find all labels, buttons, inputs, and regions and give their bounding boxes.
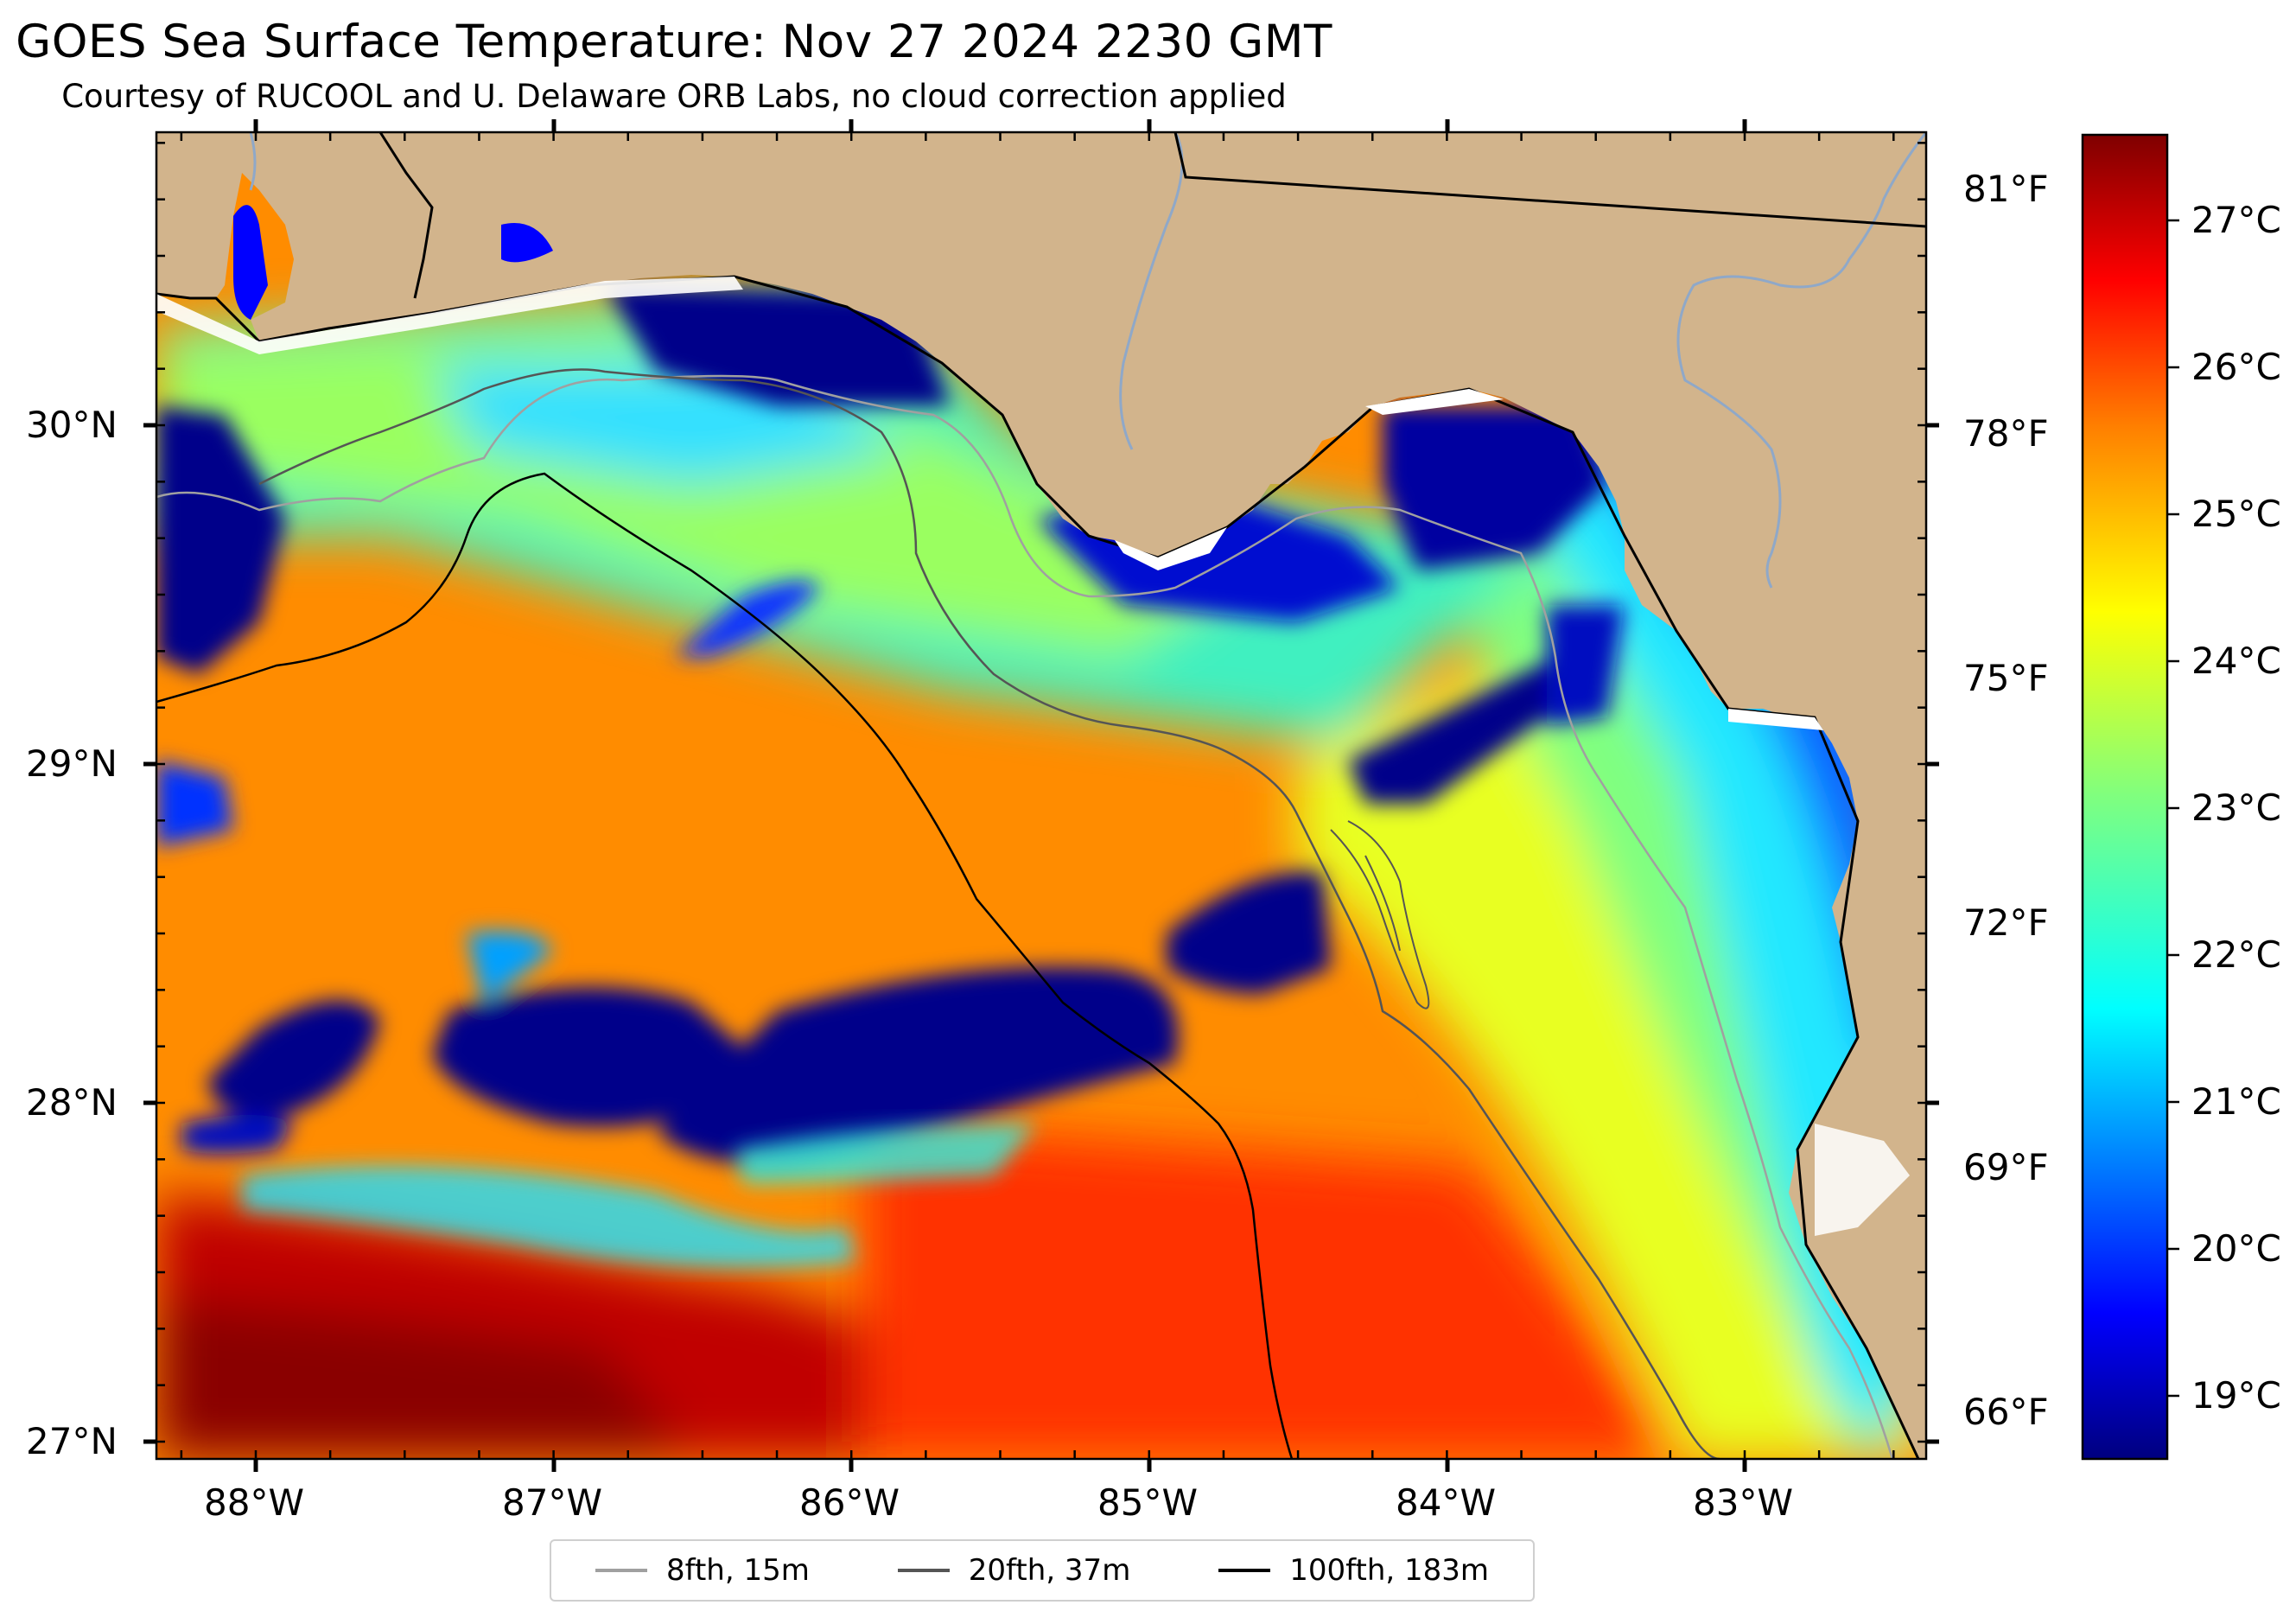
lon-label-87w: 87°W — [502, 1481, 602, 1524]
map-subtitle: Courtesy of RUCOOL and U. Delaware ORB L… — [61, 78, 1287, 115]
isobath-183m — [156, 472, 1294, 1459]
colorbar-label-27c: 27°C — [2191, 199, 2281, 241]
legend-label-37m: 20fth, 37m — [968, 1553, 1131, 1588]
lon-label-84w: 84°W — [1396, 1481, 1496, 1524]
isobath-37m — [258, 368, 1720, 1459]
legend-item-183m: 100fth, 183m — [1218, 1553, 1489, 1588]
colorbar-label-20c: 20°C — [2191, 1227, 2281, 1270]
lat-label-28n: 28°N — [26, 1081, 118, 1124]
isobath-legend: 8fth, 15m 20fth, 37m 100fth, 183m — [550, 1539, 1535, 1602]
isobath-15m — [156, 374, 1894, 1459]
fahrenheit-label-78: 78°F — [1963, 412, 2049, 455]
colorbar-label-23c: 23°C — [2191, 787, 2281, 829]
lon-label-88w: 88°W — [204, 1481, 304, 1524]
colorbar-label-21c: 21°C — [2191, 1080, 2281, 1123]
legend-label-15m: 8fth, 15m — [665, 1553, 810, 1588]
lat-label-27n: 27°N — [26, 1420, 118, 1462]
legend-item-37m: 20fth, 37m — [897, 1553, 1131, 1588]
fahrenheit-label-66: 66°F — [1963, 1391, 2049, 1433]
sst-field — [156, 132, 1926, 1459]
colorbar-label-19c: 19°C — [2191, 1374, 2281, 1417]
lat-label-29n: 29°N — [26, 742, 118, 785]
map-title: GOES Sea Surface Temperature: Nov 27 202… — [16, 16, 1332, 68]
lon-label-85w: 85°W — [1097, 1481, 1198, 1524]
legend-swatch-15m — [595, 1569, 647, 1572]
fahrenheit-label-69: 69°F — [1963, 1146, 2049, 1188]
legend-swatch-183m — [1218, 1569, 1271, 1572]
fahrenheit-label-81: 81°F — [1963, 168, 2049, 210]
legend-label-183m: 100fth, 183m — [1289, 1553, 1490, 1588]
legend-item-15m: 8fth, 15m — [595, 1553, 810, 1588]
fahrenheit-label-72: 72°F — [1963, 901, 2049, 944]
colorbar-label-25c: 25°C — [2191, 493, 2281, 535]
colorbar-label-26c: 26°C — [2191, 346, 2281, 388]
fahrenheit-label-75: 75°F — [1963, 657, 2049, 699]
colorbar-label-24c: 24°C — [2191, 640, 2281, 682]
lat-label-30n: 30°N — [26, 404, 118, 446]
legend-swatch-37m — [897, 1569, 950, 1572]
colorbar — [2081, 133, 2169, 1461]
lon-label-86w: 86°W — [799, 1481, 900, 1524]
land-mass — [156, 132, 1926, 1459]
colorbar-label-22c: 22°C — [2191, 933, 2281, 976]
lon-label-83w: 83°W — [1693, 1481, 1793, 1524]
